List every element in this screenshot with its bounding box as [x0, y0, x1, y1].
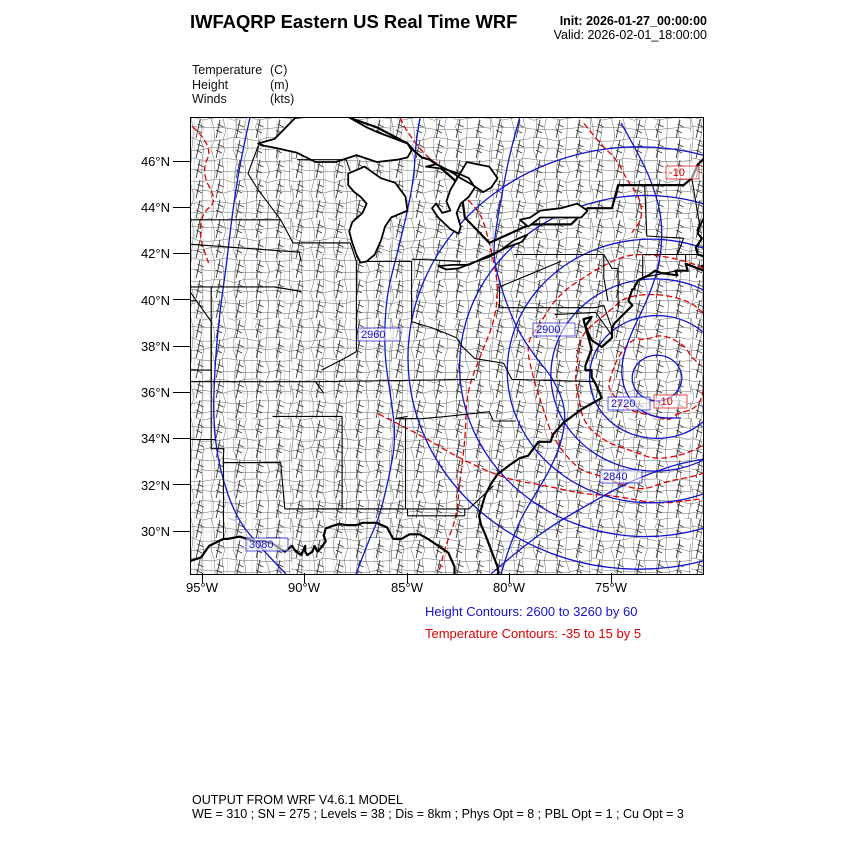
- svg-text:2840: 2840: [603, 471, 627, 483]
- svg-text:3080: 3080: [249, 539, 273, 551]
- svg-text:2960: 2960: [361, 329, 385, 341]
- svg-text:-10: -10: [669, 167, 685, 179]
- svg-text:2900: 2900: [536, 324, 560, 336]
- svg-text:2720: 2720: [611, 398, 635, 410]
- svg-text:-10: -10: [657, 396, 673, 408]
